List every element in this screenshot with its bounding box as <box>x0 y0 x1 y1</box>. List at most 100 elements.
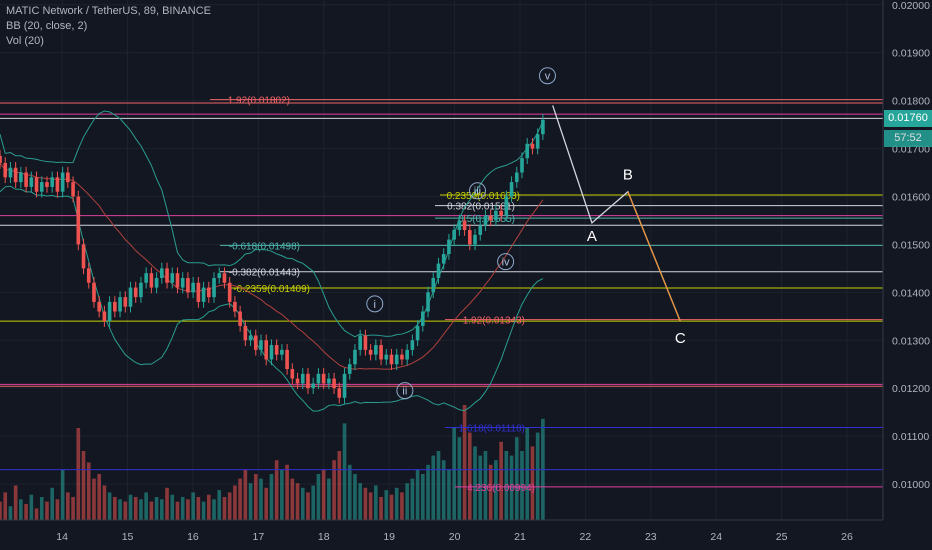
candle-body <box>358 335 362 350</box>
candle-body <box>206 287 211 298</box>
volume-bar <box>337 451 342 520</box>
volume-bar <box>280 469 284 520</box>
volume-bar <box>212 499 216 520</box>
volume-indicator-label[interactable]: Vol (20) <box>6 35 44 47</box>
candle-body <box>133 287 138 298</box>
time-tick-label: 16 <box>187 531 199 543</box>
candle-body <box>494 210 498 221</box>
candle-body <box>118 297 122 312</box>
candle-body <box>499 210 503 216</box>
candle-body <box>201 287 206 302</box>
symbol-title[interactable]: MATIC Network / TetherUS, 89, BINANCE <box>6 5 211 17</box>
volume-bar <box>347 464 352 520</box>
price-tick-label: 0.01300 <box>892 335 930 347</box>
volume-bar <box>123 501 128 520</box>
candle-body <box>175 273 180 288</box>
candle-body <box>29 177 34 187</box>
candle-body <box>457 220 462 231</box>
volume-bar <box>494 460 498 520</box>
volume-bar <box>133 497 138 520</box>
candle-body <box>97 301 101 312</box>
volume-bar <box>81 451 86 520</box>
volume-bar <box>405 483 409 520</box>
volume-bar <box>113 497 117 520</box>
volume-bar <box>196 497 201 520</box>
volume-bar <box>118 499 122 520</box>
projection-label: B <box>623 167 633 184</box>
volume-bar <box>170 494 175 520</box>
price-tick-label: 0.01900 <box>892 48 930 60</box>
volume-bar <box>66 492 70 520</box>
volume-bar <box>421 474 425 520</box>
volume-bar <box>488 464 493 520</box>
candle-body <box>165 268 169 283</box>
volume-bar <box>290 478 295 520</box>
candle-body <box>332 378 336 389</box>
time-tick-label: 18 <box>318 531 330 543</box>
candle-body <box>483 215 488 226</box>
volume-bar <box>311 485 316 520</box>
candle-body <box>3 162 8 178</box>
volume-bar <box>144 492 148 520</box>
volume-bar <box>332 460 336 520</box>
candle-body <box>123 297 128 307</box>
time-tick-label: 19 <box>383 531 395 543</box>
candle-body <box>34 177 39 192</box>
volume-bar <box>509 455 514 520</box>
volume-bar <box>295 483 300 520</box>
candle-body <box>66 172 70 183</box>
candle-body <box>274 345 279 355</box>
candle-body <box>541 119 545 135</box>
candle-body <box>452 230 456 240</box>
volume-bars <box>0 405 545 520</box>
volume-bar <box>441 460 446 520</box>
time-tick-label: 17 <box>253 531 265 543</box>
chart-legend: MATIC Network / TetherUS, 89, BINANCE BB… <box>6 4 211 49</box>
fib-level-label: -0.382(0.01443) <box>229 268 300 279</box>
candle-body <box>139 282 143 298</box>
volume-bar <box>13 485 18 520</box>
candle-body <box>421 311 425 326</box>
volume-bar <box>504 451 509 520</box>
volume-bar <box>243 469 248 520</box>
candle-body <box>45 182 49 187</box>
candle-body <box>160 268 164 278</box>
price-tick-label: 0.01400 <box>892 287 930 299</box>
wave-label-circle <box>538 67 556 85</box>
time-axis[interactable]: 14 15 16 17 18 19 20 21 22 23 24 25 26 <box>0 519 883 543</box>
volume-bar <box>60 469 65 520</box>
volume-bar <box>180 497 185 520</box>
price-axis[interactable]: 0.020000.019000.018000.017000.016000.015… <box>882 0 932 550</box>
volume-bar <box>107 492 112 520</box>
volume-bar <box>39 497 44 520</box>
time-tick-label: 26 <box>841 531 853 543</box>
wave-label: ii <box>402 386 407 398</box>
candle-body <box>154 277 159 288</box>
bb-basis <box>0 162 544 370</box>
volume-bar <box>473 446 477 520</box>
fib-level-label: 1.92(0.01343) <box>463 316 525 327</box>
candle-body <box>467 230 472 245</box>
volume-bar <box>447 469 451 520</box>
time-tick-label: 22 <box>580 531 592 543</box>
price-tick-label: 0.01200 <box>892 383 930 395</box>
volume-bar <box>233 485 237 520</box>
volume-bar <box>259 478 263 520</box>
price-tick-label: 0.01600 <box>892 191 930 203</box>
last-price-tag: 0.01760 <box>884 110 932 127</box>
bb-indicator-label[interactable]: BB (20, close, 2) <box>6 20 88 32</box>
candle-body <box>504 196 509 216</box>
candle-body <box>514 172 519 183</box>
candle-body <box>415 325 420 341</box>
volume-bar <box>45 501 49 520</box>
candle-body <box>186 277 190 293</box>
candle-body <box>342 373 347 398</box>
volume-bar <box>358 483 362 520</box>
volume-bar <box>400 492 404 520</box>
volume-bar <box>175 501 180 520</box>
volume-bar <box>274 460 279 520</box>
candle-body <box>253 335 258 350</box>
volume-bar <box>8 506 13 520</box>
